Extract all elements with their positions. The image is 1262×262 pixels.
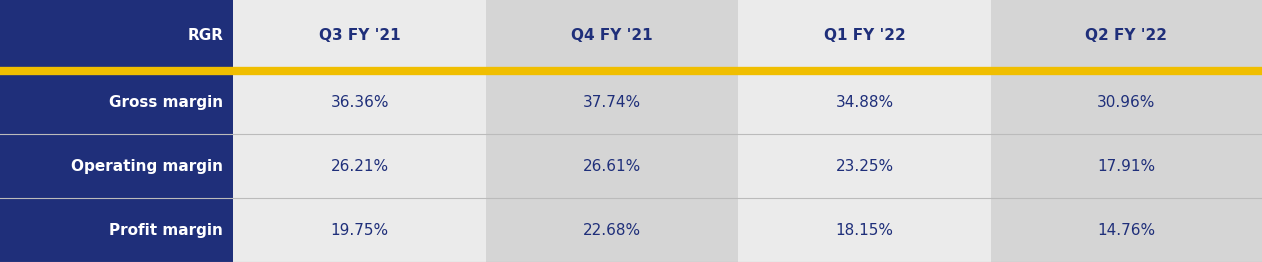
- Text: Q4 FY '21: Q4 FY '21: [572, 28, 652, 43]
- Bar: [738, 0, 991, 71]
- Text: 26.61%: 26.61%: [583, 159, 641, 174]
- Text: Gross margin: Gross margin: [110, 95, 223, 110]
- Text: RGR: RGR: [187, 28, 223, 43]
- Text: 34.88%: 34.88%: [835, 95, 893, 110]
- Bar: [738, 134, 991, 198]
- Text: 30.96%: 30.96%: [1097, 95, 1156, 110]
- Text: 36.36%: 36.36%: [331, 95, 389, 110]
- Text: 18.15%: 18.15%: [835, 223, 893, 238]
- Bar: [0, 134, 233, 198]
- Text: Q3 FY '21: Q3 FY '21: [319, 28, 400, 43]
- Bar: [233, 0, 486, 71]
- Bar: [486, 71, 738, 134]
- Text: Q1 FY '22: Q1 FY '22: [824, 28, 905, 43]
- Text: 37.74%: 37.74%: [583, 95, 641, 110]
- Bar: [991, 198, 1262, 262]
- Bar: [0, 71, 233, 134]
- Bar: [233, 71, 486, 134]
- Bar: [991, 71, 1262, 134]
- Bar: [991, 134, 1262, 198]
- Text: 19.75%: 19.75%: [331, 223, 389, 238]
- Bar: [738, 198, 991, 262]
- Bar: [486, 134, 738, 198]
- Bar: [0, 0, 233, 71]
- Bar: [738, 71, 991, 134]
- Text: Q2 FY '22: Q2 FY '22: [1085, 28, 1167, 43]
- Text: 26.21%: 26.21%: [331, 159, 389, 174]
- Bar: [991, 0, 1262, 71]
- Text: 23.25%: 23.25%: [835, 159, 893, 174]
- Text: 22.68%: 22.68%: [583, 223, 641, 238]
- Bar: [486, 0, 738, 71]
- Text: Operating margin: Operating margin: [72, 159, 223, 174]
- Text: 14.76%: 14.76%: [1097, 223, 1156, 238]
- Bar: [0, 198, 233, 262]
- Bar: [486, 198, 738, 262]
- Text: 17.91%: 17.91%: [1097, 159, 1156, 174]
- Bar: [233, 134, 486, 198]
- Bar: [233, 198, 486, 262]
- Text: Profit margin: Profit margin: [110, 223, 223, 238]
